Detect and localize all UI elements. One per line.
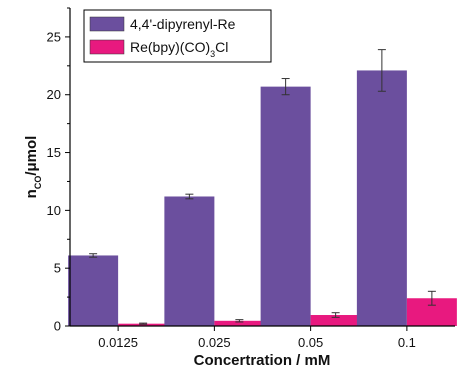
bar-s0-c1 [164,196,215,326]
x-tick-label: 0.05 [298,335,323,350]
y-tick-label: 15 [47,145,61,160]
legend-label-dipyrenyl: 4,4'-dipyrenyl-Re [130,16,236,32]
x-axis-title: Concertration / mM [194,352,331,369]
x-ticks: 0.0125 0.025 0.05 0.1 [98,326,416,350]
x-tick-label: 0.0125 [98,335,138,350]
legend-label-rebpy-a: Re(bpy)(CO) [130,39,210,55]
x-tick-label: 0.1 [398,335,416,350]
bar-s1-c1 [214,320,265,326]
error-bars-layer [89,49,436,325]
y-tick-label: 5 [54,261,61,276]
bars-layer [68,70,457,327]
y-tick-label: 10 [47,203,61,218]
legend-label-rebpy: Re(bpy)(CO)3Cl [130,39,228,59]
bar-s0-c3 [356,70,407,326]
legend-label-rebpy-sub: 3 [210,49,215,59]
bar-s0-c2 [260,86,311,327]
legend-swatch-dipyrenyl [89,16,125,32]
legend-label-rebpy-b: Cl [215,39,228,55]
y-tick-label: 0 [54,319,61,334]
y-axis-title-suffix: /μmol [23,136,40,176]
y-tick-label: 25 [47,29,61,44]
bar-s1-c0 [118,323,169,326]
bar-s1-c2 [310,315,361,326]
legend: 4,4'-dipyrenyl-Re Re(bpy)(CO)3Cl [83,9,272,63]
y-axis-title: nCO/μmol [23,136,43,199]
y-axis-title-sub: CO [33,176,43,190]
y-tick-label: 20 [47,87,61,102]
y-ticks: 0 5 10 15 20 25 [47,7,70,334]
legend-swatch-rebpy [89,39,125,55]
x-tick-label: 0.025 [198,335,231,350]
y-axis-title-base: n [23,189,40,198]
bar-s0-c0 [68,255,119,326]
